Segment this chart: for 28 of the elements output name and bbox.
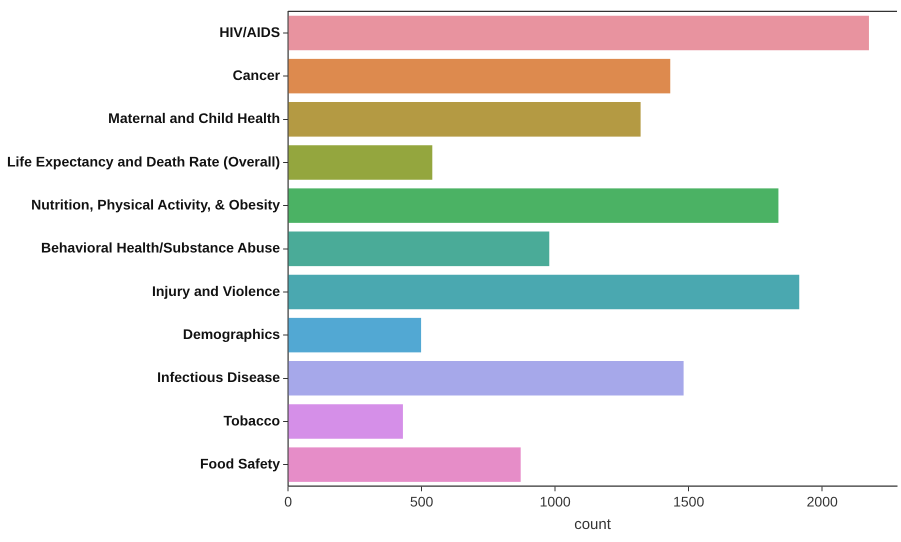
x-tick-label: 1000 xyxy=(540,493,571,510)
y-tick-label: Injury and Violence xyxy=(152,282,280,299)
y-tick-label: Food Safety xyxy=(200,455,280,472)
bar xyxy=(288,361,684,396)
x-tick-label: 2000 xyxy=(806,493,838,510)
bar xyxy=(288,16,869,50)
bar xyxy=(288,318,422,352)
y-tick-label: Demographics xyxy=(182,326,280,342)
y-tick-label: Infectious Disease xyxy=(157,369,280,386)
x-tick-label: 500 xyxy=(410,493,434,510)
y-tick-label: Maternal and Child Health xyxy=(108,110,280,126)
bar xyxy=(288,188,778,223)
bar xyxy=(288,102,641,137)
bar xyxy=(288,58,670,94)
bar xyxy=(288,232,550,266)
y-tick-label: Life Expectancy and Death Rate (Overall) xyxy=(6,153,280,170)
x-tick-label: 1500 xyxy=(673,493,704,510)
y-tick-label: Cancer xyxy=(232,67,281,84)
bar xyxy=(288,447,521,482)
y-tick-label: Tobacco xyxy=(224,412,280,428)
bar xyxy=(288,274,800,310)
x-axis-title: count xyxy=(574,516,612,534)
bar xyxy=(288,404,403,439)
y-tick-label: Behavioral Health/Substance Abuse xyxy=(40,240,280,256)
x-tick-label: 0 xyxy=(284,493,292,510)
y-tick-label: Nutrition, Physical Activity, & Obesity xyxy=(31,196,280,212)
y-tick-label: HIV/AIDS xyxy=(219,24,280,40)
bar xyxy=(288,145,432,180)
